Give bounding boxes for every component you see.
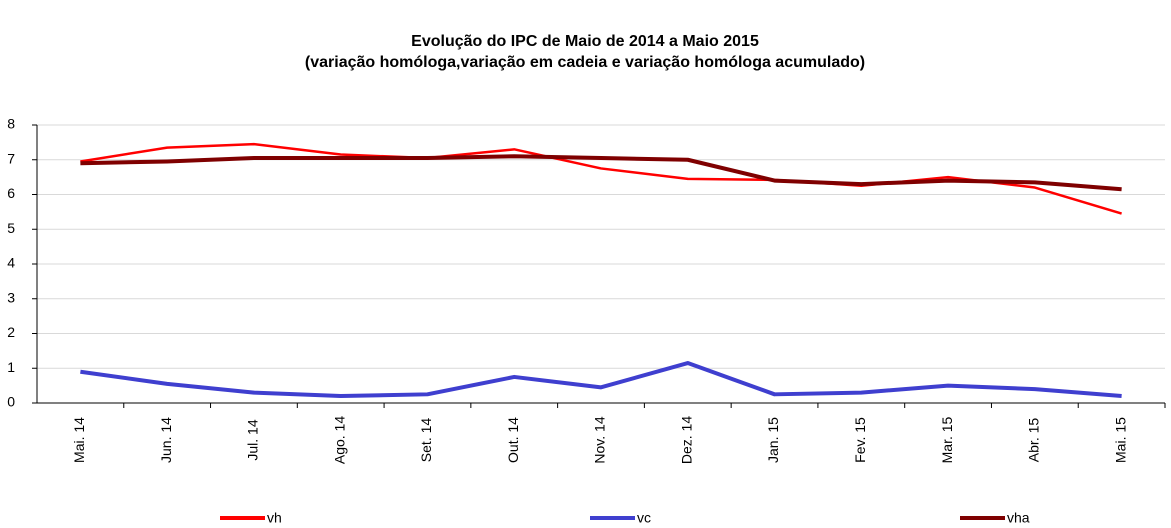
x-tick-label: Nov. 14 (592, 416, 608, 463)
y-tick-label: 0 (7, 394, 15, 410)
x-tick-label: Jul. 14 (245, 419, 261, 460)
chart-subtitle: (variação homóloga,variação em cadeia e … (305, 54, 865, 71)
line-series (80, 361, 1122, 399)
x-tick-label: Mai. 15 (1112, 417, 1128, 463)
line-series (80, 142, 1122, 215)
x-tick-label: Fev. 15 (852, 417, 868, 463)
x-tick-label: Jun. 14 (158, 417, 174, 463)
chart-title: Evolução do IPC de Maio de 2014 a Maio 2… (411, 33, 759, 50)
y-tick-label: 4 (7, 255, 15, 271)
y-tick-label: 1 (7, 359, 15, 375)
line-series (80, 154, 1122, 192)
y-tick-label: 5 (7, 220, 15, 236)
x-tick-label: Dez. 14 (678, 416, 694, 464)
y-tick-label: 8 (7, 116, 15, 132)
y-tick-label: 2 (7, 324, 15, 340)
y-tick-label: 7 (7, 150, 15, 166)
legend-label: vc (637, 510, 651, 526)
y-tick-label: 3 (7, 289, 15, 305)
legend-label: vha (1007, 510, 1030, 526)
legend-label: vh (267, 510, 282, 526)
x-tick-label: Mar. 15 (939, 416, 955, 463)
y-tick-label: 6 (7, 185, 15, 201)
x-tick-label: Out. 14 (505, 417, 521, 463)
x-tick-label: Ago. 14 (331, 416, 347, 464)
x-tick-label: Mai. 14 (71, 417, 87, 463)
x-tick-label: Set. 14 (418, 418, 434, 463)
x-tick-label: Abr. 15 (1026, 418, 1042, 463)
x-tick-label: Jan. 15 (765, 417, 781, 463)
